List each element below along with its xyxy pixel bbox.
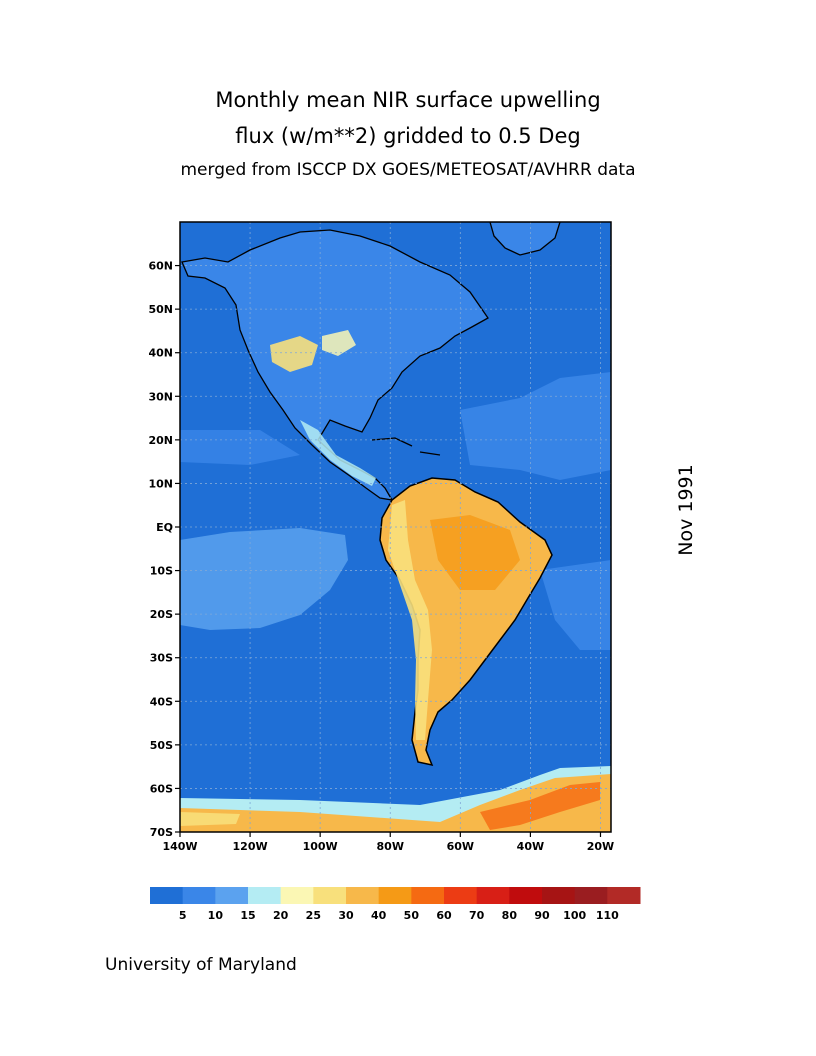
legend-label: 110 (596, 909, 619, 922)
title-line-2: flux (w/m**2) gridded to 0.5 Deg (235, 124, 581, 148)
legend-label: 25 (306, 909, 321, 922)
legend-label: 90 (534, 909, 550, 922)
legend-swatch (574, 887, 608, 904)
legend-swatch (215, 887, 249, 904)
legend-label: 20 (273, 909, 289, 922)
legend-swatch (509, 887, 543, 904)
legend-label: 50 (404, 909, 420, 922)
lat-tick-label: 10S (150, 565, 173, 578)
legend-label: 70 (469, 909, 485, 922)
lat-tick-label: 70S (150, 826, 173, 839)
legend-swatch (542, 887, 576, 904)
north-america-land (181, 229, 489, 501)
lon-tick-label: 80W (377, 840, 404, 853)
date-label: Nov 1991 (675, 464, 697, 556)
lon-tick-label: 120W (233, 840, 268, 853)
date-label-container: Nov 1991 (666, 464, 706, 555)
lat-tick-label: 30N (148, 390, 173, 403)
legend-swatch (182, 887, 216, 904)
legend-label: 80 (502, 909, 518, 922)
lon-tick-label: 40W (517, 840, 544, 853)
mexico-light-strip (300, 420, 376, 486)
credit-label: University of Maryland (105, 955, 297, 975)
legend-swatch (346, 887, 380, 904)
legend-label: 10 (208, 909, 224, 922)
lat-tick-label: 20S (150, 608, 173, 621)
legend-label: 60 (436, 909, 452, 922)
latitude-axis: 60N 50N 40N 30N 20N 10N EQ 10S 20S 30S 40S 50S 60S 70… (148, 260, 180, 839)
legend-swatch (607, 887, 641, 904)
plains-bright-patch (322, 330, 356, 356)
lon-tick-label: 100W (303, 840, 338, 853)
lat-tick-label: 10N (148, 477, 173, 490)
tropical-ocean-band-west (180, 528, 348, 630)
lon-tick-label: 20W (587, 840, 614, 853)
legend-swatch (150, 887, 184, 904)
lat-tick-label: 40N (148, 347, 173, 360)
tropical-ocean-band-atlantic (460, 372, 611, 480)
lat-tick-label: 60N (148, 260, 173, 273)
lat-tick-label: EQ (156, 521, 173, 534)
antarctica-bright-patch (480, 782, 600, 830)
caribbean-islands (371, 437, 441, 456)
legend-swatch (476, 887, 510, 904)
greenland-land (489, 222, 561, 256)
lat-tick-label: 50N (148, 303, 173, 316)
map-gridlines (180, 222, 611, 832)
legend-label: 5 (179, 909, 187, 922)
antarctica-light-patch (180, 812, 240, 826)
legend-label: 40 (371, 909, 387, 922)
legend-label: 30 (338, 909, 354, 922)
title-line-1: Monthly mean NIR surface upwelling (215, 88, 601, 112)
south-atlantic-band (540, 560, 611, 650)
lon-tick-label: 140W (162, 840, 197, 853)
lat-tick-label: 50S (150, 739, 173, 752)
legend-swatch (280, 887, 314, 904)
legend-swatch (378, 887, 412, 904)
legend-swatch (411, 887, 445, 904)
lat-tick-label: 40S (150, 695, 173, 708)
legend-swatch (313, 887, 347, 904)
longitude-axis: 140W 120W 100W 80W 60W 40W 20W (162, 832, 614, 853)
title-line-3: merged from ISCCP DX GOES/METEOSAT/AVHRR… (180, 160, 636, 180)
legend-swatch (444, 887, 478, 904)
lat-tick-label: 30S (150, 652, 173, 665)
lat-tick-label: 20N (148, 434, 173, 447)
legend-label: 15 (240, 909, 255, 922)
legend-swatch (248, 887, 282, 904)
andes-bright-strip (388, 500, 432, 740)
lon-tick-label: 60W (447, 840, 474, 853)
pacific-band-north (180, 430, 300, 465)
great-basin-bright-patch (270, 336, 318, 372)
amazon-bright-patch (430, 515, 520, 590)
legend-label: 100 (563, 909, 586, 922)
lat-tick-label: 60S (150, 782, 173, 795)
color-legend: 5 10 15 20 25 30 40 50 60 70 80 90 100 110 (150, 887, 641, 922)
